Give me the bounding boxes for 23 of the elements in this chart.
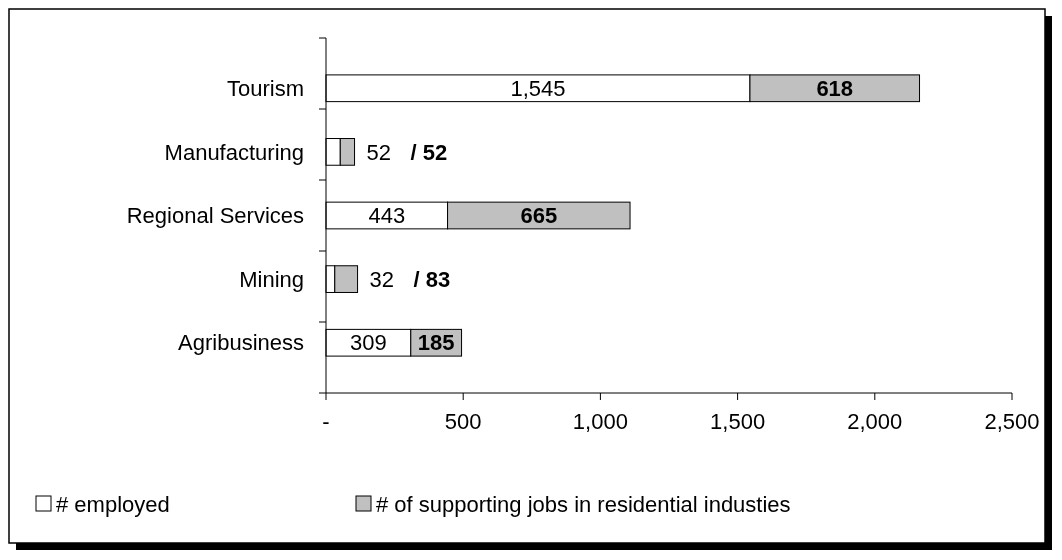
data-label: 1,545 xyxy=(510,75,566,101)
data-label: 185 xyxy=(417,330,455,356)
data-label: 52 xyxy=(366,139,392,165)
x-tick-label: 1,000 xyxy=(572,408,628,434)
x-tick-label: 2,000 xyxy=(847,408,903,434)
y-tick-label: Agribusiness xyxy=(178,330,304,356)
y-tick-label: Regional Services xyxy=(126,203,304,229)
y-tick-label: Manufacturing xyxy=(164,139,304,165)
legend-label: # employed xyxy=(56,491,170,517)
x-tick-label: 1,500 xyxy=(710,408,766,434)
data-label: 665 xyxy=(520,203,558,229)
y-tick-label: Tourism xyxy=(226,75,304,101)
y-tick-label: Mining xyxy=(239,266,304,292)
legend-label: # of supporting jobs in residential industies xyxy=(376,491,791,517)
data-label: 309 xyxy=(350,330,387,356)
data-label: / 52 xyxy=(410,139,448,165)
x-tick-label: - xyxy=(322,408,330,434)
data-label: / 83 xyxy=(413,266,451,292)
data-label: 32 xyxy=(369,266,395,292)
data-label: 618 xyxy=(816,75,854,101)
x-tick-label: 500 xyxy=(444,408,482,434)
x-tick-label: 2,500 xyxy=(984,408,1040,434)
data-label: 443 xyxy=(368,203,406,229)
